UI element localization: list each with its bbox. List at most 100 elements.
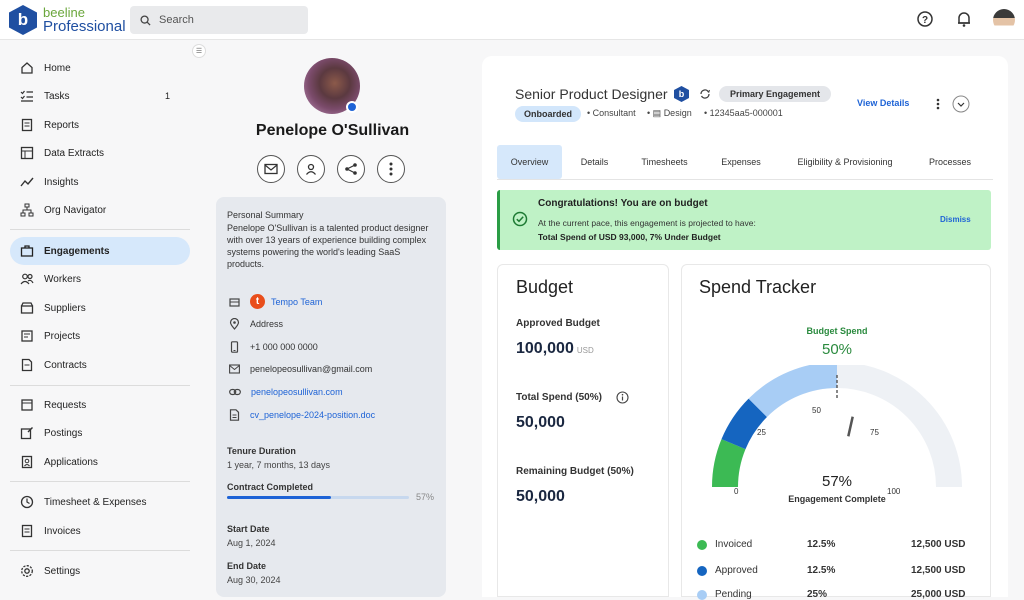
legend-percent: 12.5% <box>807 539 836 550</box>
tab-expenses[interactable]: Expenses <box>721 157 761 167</box>
sidebar-item-settings[interactable]: Settings <box>10 557 190 585</box>
sidebar-item-insights[interactable]: Insights <box>10 168 190 196</box>
website-link[interactable]: penelopeosullivan.com <box>251 387 343 397</box>
suppliers-icon <box>20 302 34 314</box>
legend-swatch <box>697 539 707 550</box>
tasks-icon <box>20 90 33 102</box>
job-title: Senior Product Designer <box>515 86 668 102</box>
sidebar-item-home[interactable]: Home <box>10 54 190 82</box>
budget-spend-value: 50% <box>821 341 853 358</box>
profile-name: Penelope O'Sullivan <box>255 122 410 139</box>
sidebar-item-label: Data Extracts <box>44 147 105 159</box>
sidebar-item-postings[interactable]: Postings <box>10 419 190 447</box>
search-input[interactable]: Search <box>130 6 308 34</box>
sidebar-item-reports[interactable]: Reports <box>10 111 190 139</box>
banner-title: Congratulations! You are on budget <box>538 198 708 209</box>
budget-spend-label: Budget Spend <box>806 326 868 336</box>
total-spend-label: Total Spend (50%) <box>516 392 602 403</box>
applications-icon <box>21 455 33 469</box>
sidebar-item-requests[interactable]: Requests <box>10 391 190 419</box>
remaining-budget-label: Remaining Budget (50%) <box>516 466 634 477</box>
tab-timesheets[interactable]: Timesheets <box>641 157 688 167</box>
brand-top: beeline <box>43 5 85 20</box>
info-icon[interactable] <box>616 391 629 404</box>
sidebar-item-label: Requests <box>44 399 87 411</box>
tick-label-100: 100 <box>887 487 901 496</box>
sidebar-item-tasks[interactable]: Tasks 1 <box>10 82 190 110</box>
share-button[interactable] <box>337 155 365 183</box>
tab-processes[interactable]: Processes <box>928 157 972 167</box>
sidebar-item-timesheet-expenses[interactable]: Timesheet & Expenses <box>10 488 190 516</box>
sidebar-item-suppliers[interactable]: Suppliers <box>10 294 190 322</box>
help-icon[interactable]: ? <box>916 10 934 28</box>
profile-details-card: Personal Summary Penelope O'Sullivan is … <box>216 197 446 597</box>
check-circle-icon <box>512 211 528 227</box>
sidebar-item-org-navigator[interactable]: Org Navigator <box>10 196 190 224</box>
sidebar-item-contracts[interactable]: Contracts <box>10 351 190 379</box>
kebab-menu-icon[interactable] <box>936 98 940 110</box>
approved-budget-value: 100,000 USD <box>516 340 594 358</box>
legend-row-pending: Pending 25% 25,000 USD <box>697 589 977 600</box>
sidebar-item-projects[interactable]: Projects <box>10 322 190 350</box>
cv-file-link[interactable]: cv_penelope-2024-position.doc <box>250 410 376 420</box>
share-icon <box>345 163 357 175</box>
contract-completed-pct: 57% <box>416 492 435 502</box>
total-spend-value: 50,000 <box>516 414 565 431</box>
beeline-badge-icon: b <box>674 86 689 102</box>
view-details-link[interactable]: View Details <box>857 98 910 108</box>
sidebar-item-label: Contracts <box>44 359 87 371</box>
building-icon <box>229 298 240 307</box>
sidebar-item-label: Invoices <box>44 525 81 537</box>
sidebar-item-label: Home <box>44 62 71 74</box>
beeline-logo[interactable]: b beeline Professional <box>9 5 126 35</box>
sidebar-item-engagements[interactable]: Engagements <box>10 237 190 265</box>
sidebar-item-label: Workers <box>44 273 82 285</box>
settings-icon <box>21 565 33 577</box>
legend-percent: 25% <box>807 589 828 600</box>
collapse-sidebar-icon[interactable]: ☰ <box>192 44 206 58</box>
start-date-label: Start Date <box>227 524 270 534</box>
primary-engagement-badge: Primary Engagement <box>719 86 831 102</box>
sidebar-item-workers[interactable]: Workers <box>10 265 190 293</box>
sidebar-item-label: Applications <box>44 456 98 468</box>
tab-overview[interactable]: Overview <box>497 145 562 179</box>
gauge-segment-approved <box>721 398 768 450</box>
dismiss-button[interactable]: Dismiss <box>940 215 971 224</box>
chevron-down-icon[interactable] <box>952 95 970 113</box>
on-budget-banner: Congratulations! You are on budget At th… <box>497 190 991 250</box>
email-button[interactable] <box>257 155 285 183</box>
more-options-button[interactable] <box>377 155 405 183</box>
mail-icon <box>264 163 278 175</box>
team-link[interactable]: Tempo Team <box>271 296 323 307</box>
email-text[interactable]: penelopeosullivan@gmail.com <box>250 364 373 374</box>
department-icon: ▤ <box>652 108 662 118</box>
profile-button[interactable] <box>297 155 325 183</box>
engagements-icon <box>20 245 34 257</box>
end-date-label: End Date <box>227 561 267 571</box>
sidebar-item-data-extracts[interactable]: Data Extracts <box>10 139 190 167</box>
sidebar-item-applications[interactable]: Applications <box>10 448 190 476</box>
sidebar-item-label: Org Navigator <box>44 204 107 216</box>
sidebar-item-invoices[interactable]: Invoices <box>10 517 190 545</box>
user-avatar[interactable] <box>993 9 1015 31</box>
spend-tracker-card: Spend Tracker Budget Spend 50% 0 25 50 7… <box>681 264 991 600</box>
bell-icon[interactable] <box>955 10 973 28</box>
contract-completed-label: Contract Completed <box>227 482 314 492</box>
engagement-id: • 12345aa5-000001 <box>704 108 783 118</box>
sidebar-item-label: Reports <box>44 119 80 131</box>
top-bar: b beeline Professional Search ? <box>0 0 1024 40</box>
budget-card: Budget Approved Budget 100,000 USD Total … <box>497 264 669 597</box>
logo-mark: b <box>9 5 37 35</box>
tab-eligibility[interactable]: Eligibility & Provisioning <box>797 157 893 167</box>
sidebar-divider <box>10 229 190 230</box>
tick-label-25: 25 <box>757 428 766 437</box>
search-icon <box>140 14 151 26</box>
data-extracts-icon <box>20 146 34 160</box>
tab-details[interactable]: Details <box>580 157 609 167</box>
budget-title: Budget <box>516 277 574 297</box>
brand-bottom: Professional <box>43 18 126 35</box>
sidebar-item-label: Engagements <box>44 245 110 257</box>
sidebar-divider <box>10 385 190 386</box>
completion-needle <box>847 416 854 437</box>
projects-icon <box>21 330 33 342</box>
